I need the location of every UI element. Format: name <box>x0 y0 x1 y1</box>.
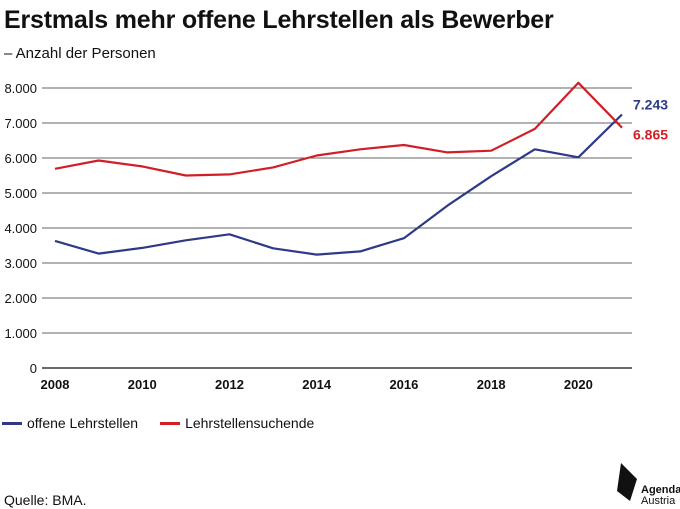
y-tick-label: 4.000 <box>4 221 37 236</box>
logo-text: Agenda Austria <box>641 485 680 507</box>
series-line-offene-lehrstellen <box>54 113 623 256</box>
legend-label-offene: offene Lehrstellen <box>27 415 139 431</box>
logo-mark-icon <box>617 463 637 501</box>
y-tick-label: 6.000 <box>4 151 37 166</box>
y-tick-label: 8.000 <box>4 81 37 96</box>
x-tick-label: 2018 <box>477 377 506 392</box>
legend-swatch-offene <box>2 421 22 425</box>
source-note: Quelle: BMA. <box>4 492 87 508</box>
y-tick-label: 5.000 <box>4 186 37 201</box>
legend-swatch-suchende <box>160 421 181 425</box>
x-tick-label: 2016 <box>389 377 418 392</box>
y-tick-label: 1.000 <box>4 326 37 341</box>
line-chart: 0 1.000 2.000 3.000 4.000 5.000 6.000 7.000 8.00… <box>4 81 668 392</box>
logo-line1: Agenda <box>641 484 680 496</box>
legend-item-lehrstellensuchende: Lehrstellensuchende <box>160 415 314 431</box>
x-tick-label: 2020 <box>564 377 593 392</box>
x-tick-label: 2014 <box>302 377 332 392</box>
y-tick-label: 2.000 <box>4 291 37 306</box>
legend: offene Lehrstellen Lehrstellensuchende <box>2 415 336 431</box>
logo-line2: Austria <box>641 495 676 507</box>
agenda-austria-logo: Agenda Austria <box>612 460 680 509</box>
chart-subtitle: – Anzahl der Personen <box>4 45 156 62</box>
legend-item-offene-lehrstellen: offene Lehrstellen <box>2 415 138 431</box>
x-tick-label: 2008 <box>41 377 70 392</box>
end-value-label: 7.243 <box>633 96 668 112</box>
end-value-label: 6.865 <box>633 127 668 143</box>
chart-title: Erstmals mehr offene Lehrstellen als Bew… <box>4 6 554 34</box>
series-line-lehrstellensuchende <box>54 81 623 177</box>
y-tick-label: 7.000 <box>4 116 37 131</box>
x-tick-label: 2012 <box>215 377 244 392</box>
x-tick-label: 2010 <box>128 377 157 392</box>
y-tick-label: 3.000 <box>4 256 37 271</box>
legend-label-suchende: Lehrstellensuchende <box>185 415 315 431</box>
y-tick-label: 0 <box>30 361 37 376</box>
